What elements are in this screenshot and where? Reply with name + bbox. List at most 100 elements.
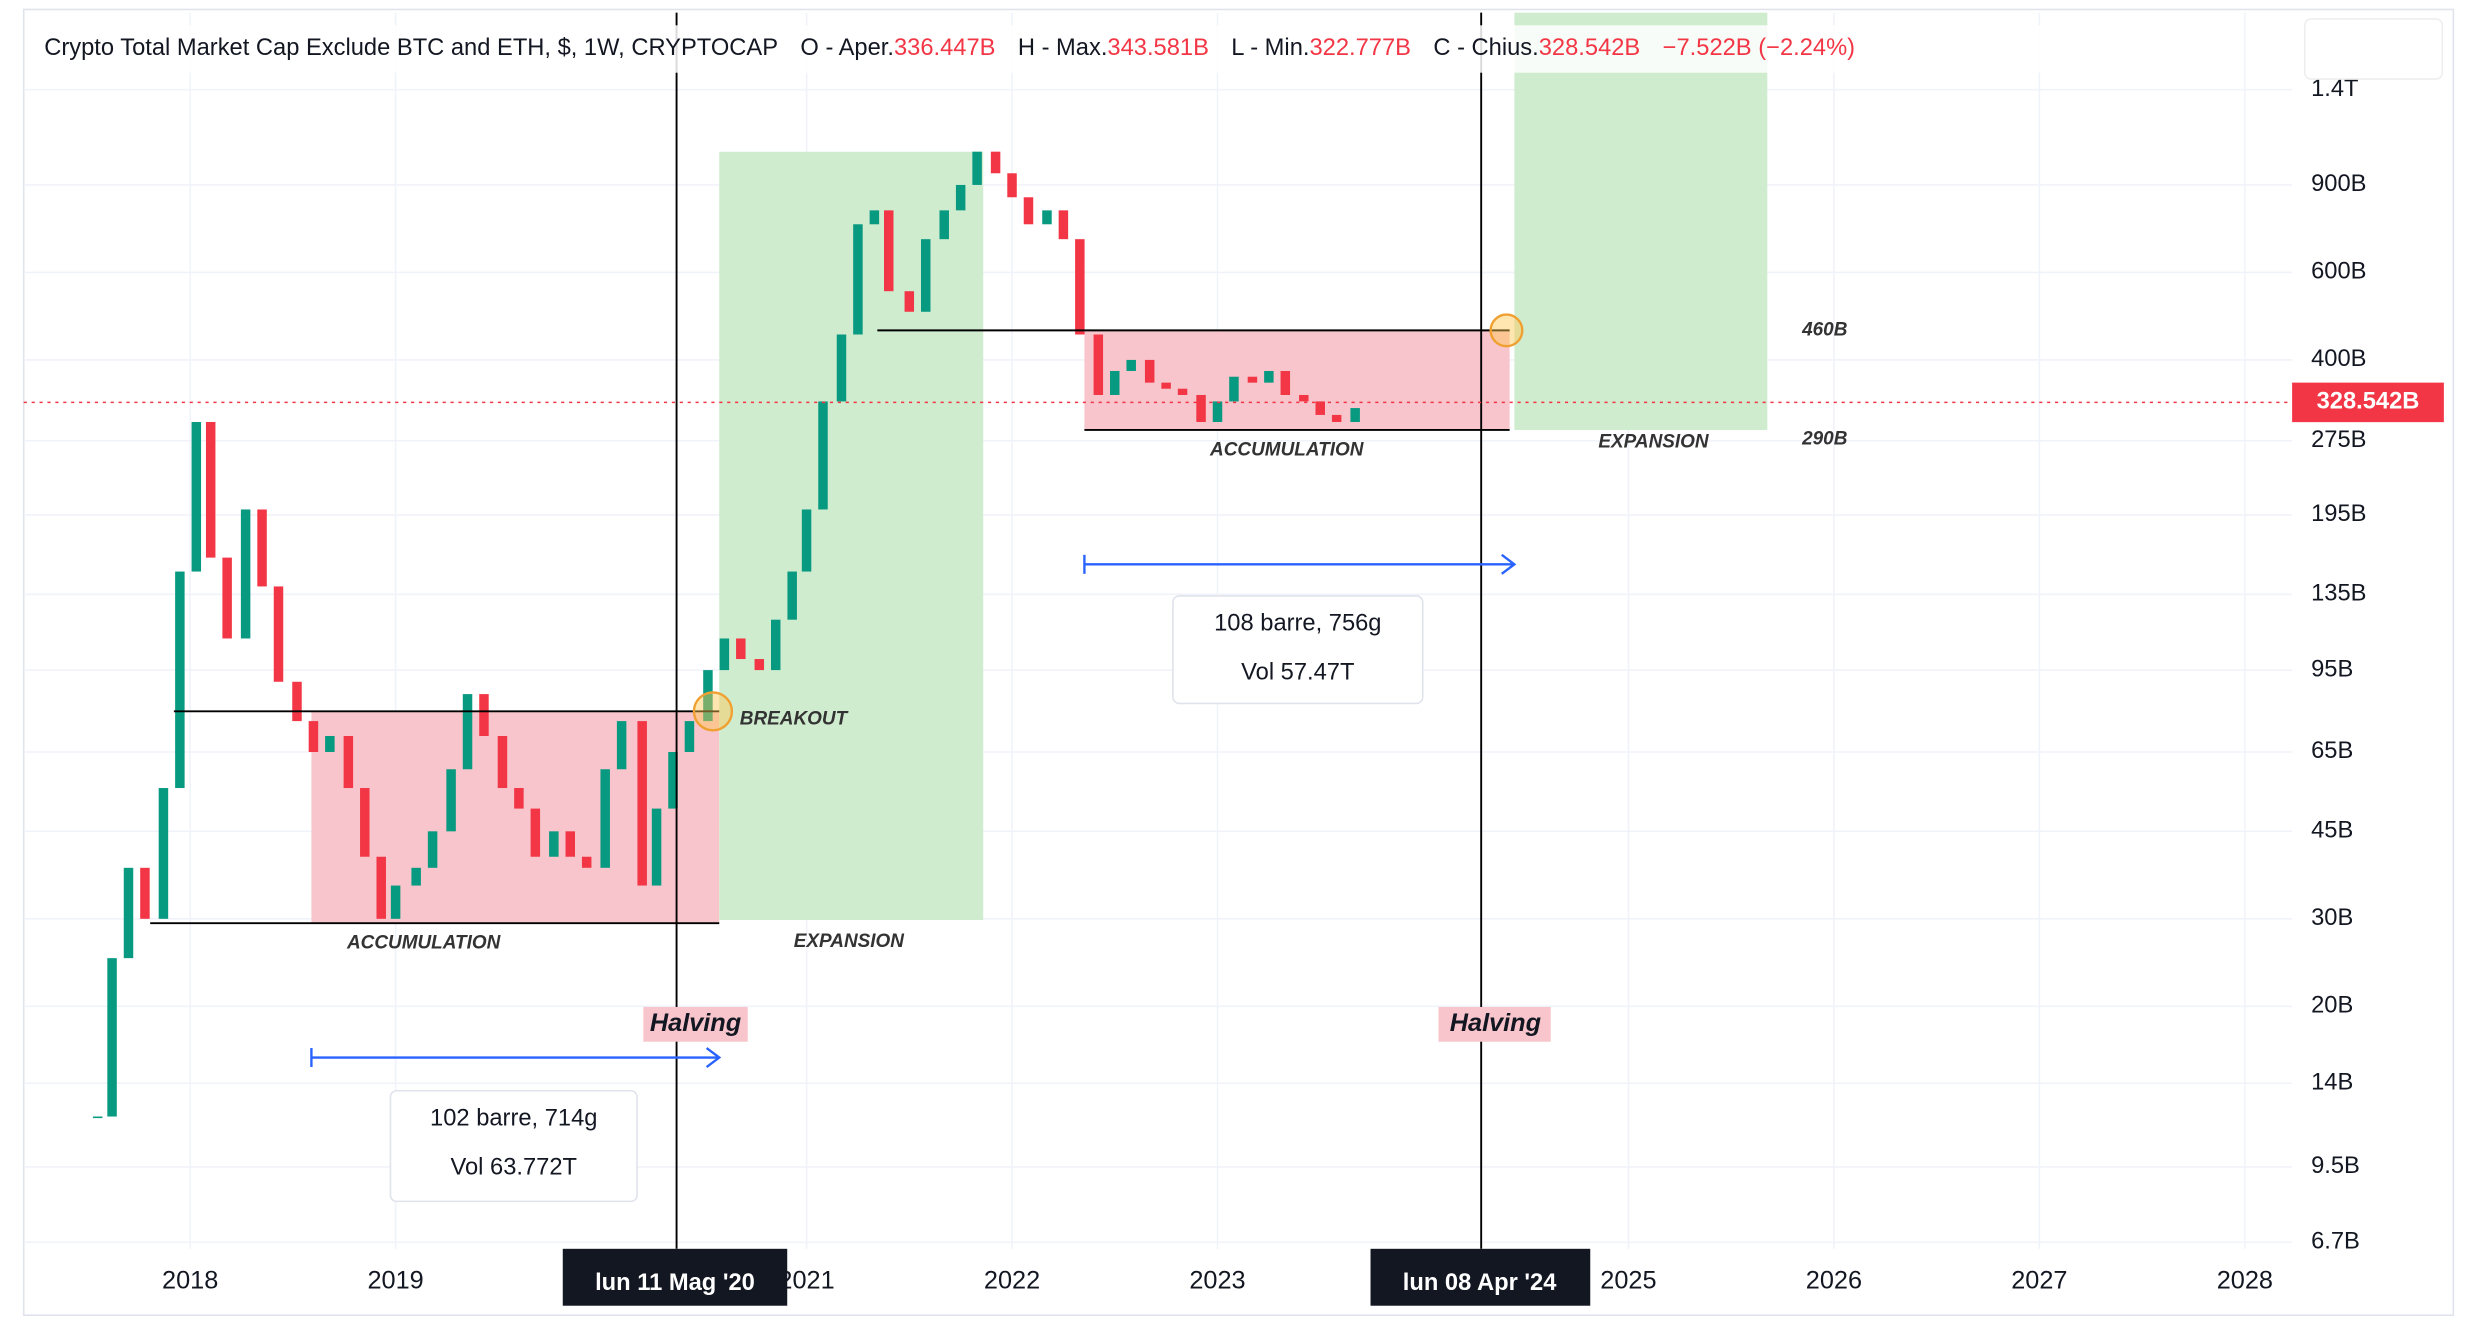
candle (736, 638, 746, 660)
candle (955, 184, 966, 211)
y-tick-label: 135B (2311, 581, 2366, 607)
toolbar-box[interactable] (2303, 18, 2444, 80)
candle (972, 151, 982, 185)
y-tick-label: 6.7B (2311, 1229, 2360, 1255)
candle (446, 769, 456, 832)
expansion-zone (1514, 12, 1768, 430)
x-tick-label: 2026 (1806, 1267, 1862, 1295)
halving-label: Halving (650, 1009, 742, 1037)
x-tick-label: 2021 (778, 1267, 834, 1295)
candle (581, 856, 592, 868)
candle (360, 788, 370, 857)
candle (1126, 359, 1136, 371)
y-tick-label: 65B (2311, 738, 2353, 764)
candle (273, 586, 284, 682)
candle (325, 735, 335, 752)
candle (479, 694, 489, 736)
candle (651, 808, 662, 886)
zone-label: EXPANSION (1598, 432, 1710, 453)
y-tick-label: 1.4T (2311, 76, 2358, 102)
candle (853, 224, 863, 335)
candle (411, 867, 421, 886)
range-info-box (1172, 595, 1424, 705)
candle (462, 694, 473, 770)
last-price-label: 328.542B (2317, 389, 2420, 415)
last-price-tag (2292, 382, 2444, 423)
range-arrow (1501, 553, 1517, 575)
header-title: Crypto Total Market Cap Exclude BTC and … (44, 35, 778, 61)
crosshair-label: lun 08 Apr '24 (1403, 1270, 1557, 1296)
candle (549, 831, 559, 857)
candle (1299, 394, 1309, 402)
candle (770, 619, 781, 671)
ohlc-label: O - Aper. (800, 35, 894, 61)
candle (1042, 210, 1052, 225)
candle (1247, 376, 1258, 383)
range-info: 108 barre, 756g (1214, 611, 1381, 637)
change: −7.522B (−2.24%) (1663, 35, 1855, 61)
candle (1331, 414, 1342, 422)
candle (904, 291, 915, 312)
x-tick-label: 2023 (1189, 1267, 1245, 1295)
ohlc-value: 336.447B (894, 35, 995, 61)
x-tick-label: 2027 (2011, 1267, 2067, 1295)
candle (292, 681, 302, 722)
candle (565, 831, 576, 857)
candle (1177, 388, 1188, 395)
candle (1144, 359, 1155, 383)
y-tick-label: 95B (2311, 656, 2353, 682)
candle (939, 210, 949, 240)
ohlc-value: 322.777B (1309, 35, 1410, 61)
range-info: Vol 57.47T (1241, 660, 1354, 686)
candle (1007, 173, 1017, 198)
y-tick-label: 900B (2311, 171, 2366, 197)
range-info-box (389, 1089, 638, 1203)
candle (308, 721, 319, 752)
candle (754, 659, 765, 671)
candle (1315, 401, 1325, 415)
candle (427, 831, 438, 868)
x-tick-label: 2018 (162, 1267, 218, 1295)
candle (637, 721, 647, 886)
y-tick-label: 400B (2311, 346, 2366, 372)
candle (1023, 197, 1034, 225)
y-axis: 1.4T 900B 600B 400B 275B 195B 135B 95B 65B 45B 30B… (2311, 76, 2366, 1255)
candle (497, 735, 508, 789)
candle (205, 421, 216, 558)
candle (390, 885, 401, 919)
candle (514, 788, 524, 809)
expansion-zone (719, 151, 984, 921)
y-tick-label: 20B (2311, 993, 2353, 1019)
candles (92, 151, 1360, 1119)
y-tick-label: 14B (2311, 1070, 2353, 1096)
y-tick-label: 9.5B (2311, 1153, 2360, 1179)
halving-bg (643, 1006, 748, 1042)
candle (869, 210, 880, 225)
range-info: Vol 63.772T (450, 1154, 577, 1180)
candle (257, 509, 267, 587)
candle (801, 509, 812, 572)
range-arrows (310, 553, 1517, 1068)
level-label: 460B (1801, 319, 1847, 340)
candle (668, 751, 678, 809)
zone-label: BREAKOUT (740, 708, 849, 729)
candle (1229, 376, 1239, 402)
candle (1161, 382, 1171, 389)
x-tick-label: 2028 (2217, 1267, 2273, 1295)
candle (191, 421, 202, 572)
halving-bg (1438, 1006, 1551, 1042)
x-tick-label: 2022 (984, 1267, 1040, 1295)
header: Crypto Total Market Cap Exclude BTC and … (44, 35, 1855, 61)
candle (920, 239, 931, 312)
crosshair-label: lun 11 Mag '20 (595, 1270, 755, 1296)
candle (123, 867, 134, 959)
y-tick-label: 195B (2311, 501, 2366, 527)
candle (158, 788, 169, 919)
y-tick-label: 600B (2311, 259, 2366, 285)
range-arrow (705, 1047, 722, 1068)
candle (836, 334, 847, 402)
zone-label: ACCUMULATION (346, 933, 502, 954)
level-label: 290B (1801, 428, 1847, 449)
candle (616, 721, 627, 770)
ohlc-value: 328.542B (1539, 35, 1641, 61)
